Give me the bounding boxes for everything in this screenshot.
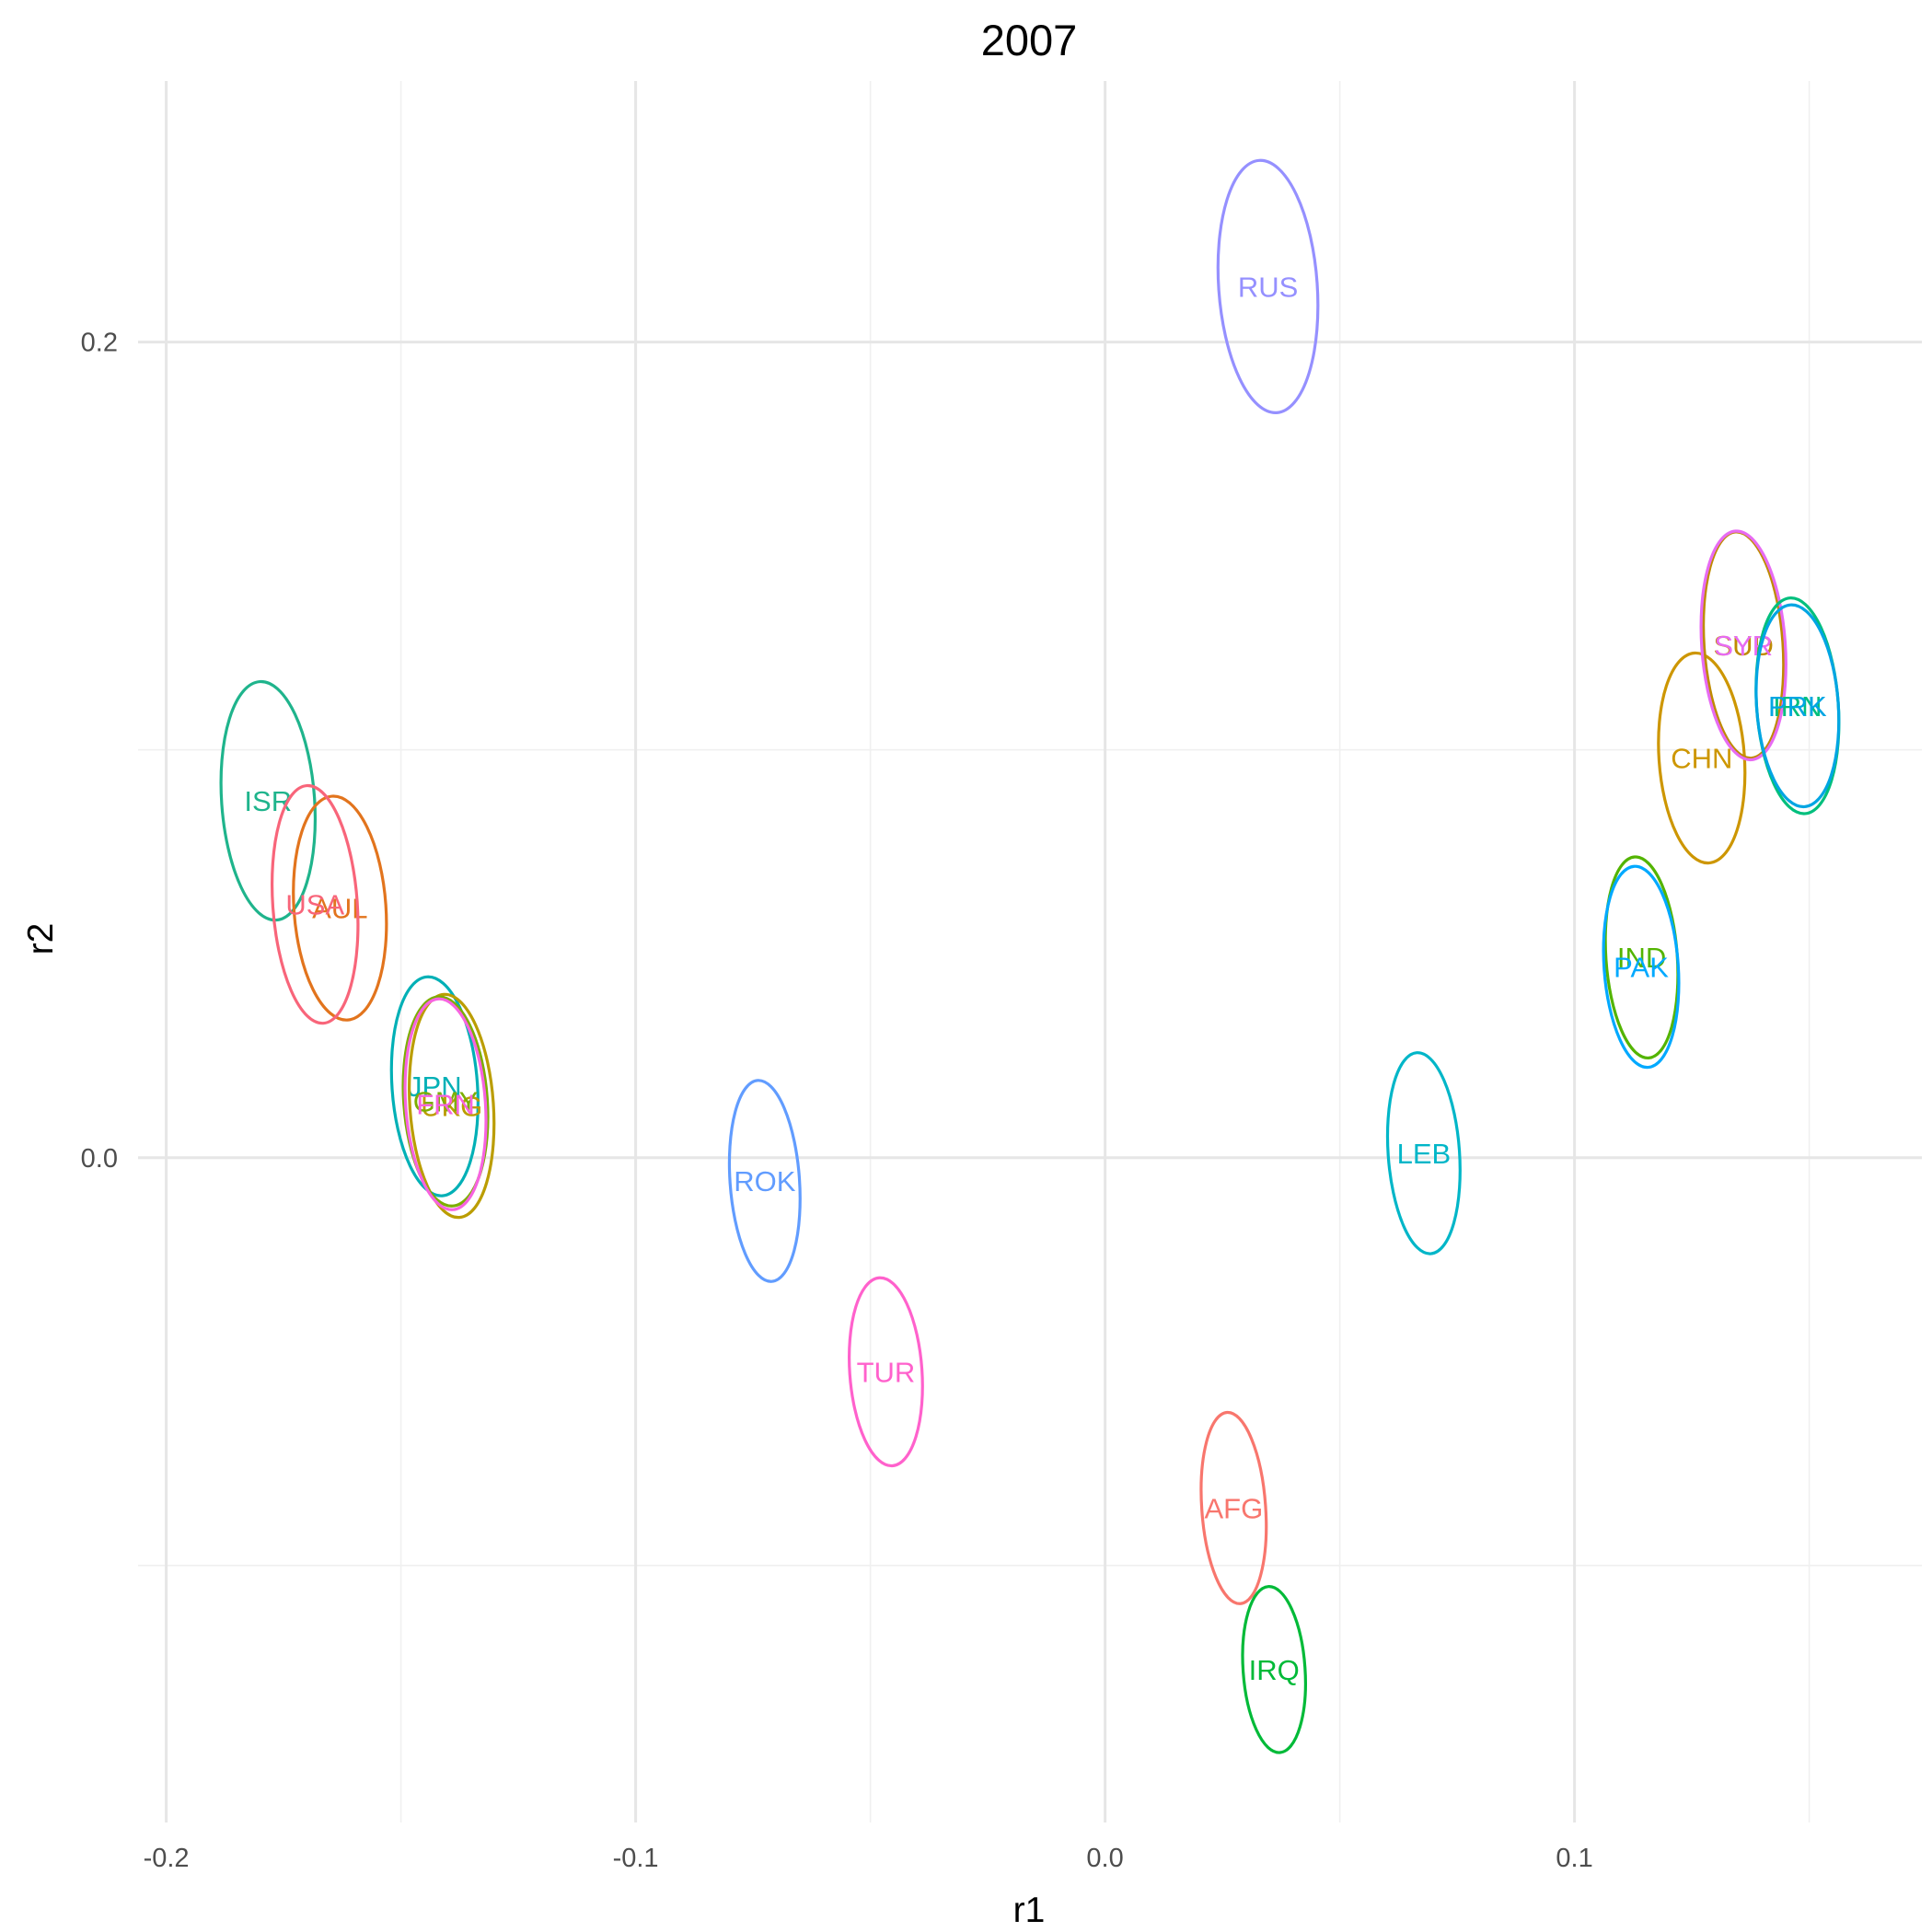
point-label: JPN xyxy=(408,1070,462,1103)
x-tick-label: -0.1 xyxy=(613,1844,659,1873)
confidence-ellipse xyxy=(1216,158,1320,414)
point-label: IRN xyxy=(1773,690,1822,723)
point-prk: PRK xyxy=(1754,603,1841,809)
point-ukg: UKG xyxy=(408,992,496,1220)
point-label: USA xyxy=(285,889,344,921)
confidence-ellipse xyxy=(403,997,488,1211)
point-chn: CHN xyxy=(1657,651,1747,865)
confidence-ellipse xyxy=(1754,603,1841,809)
chart-title: 2007 xyxy=(981,16,1078,64)
y-axis-ticks: 0.2 0.0 xyxy=(81,329,118,1174)
confidence-ellipse xyxy=(1602,864,1681,1070)
point-label: CHN xyxy=(1671,743,1732,775)
x-tick-label: 0.1 xyxy=(1556,1844,1592,1873)
confidence-ellipse xyxy=(848,1276,924,1468)
point-afg: AFG xyxy=(1199,1410,1268,1605)
confidence-ellipse xyxy=(408,992,496,1220)
y-tick-label: 0.0 xyxy=(81,1144,118,1174)
confidence-ellipse xyxy=(1657,651,1747,865)
x-axis-ticks: -0.2 -0.1 0.0 0.1 xyxy=(144,1844,1593,1873)
point-label: ROK xyxy=(734,1165,796,1197)
confidence-ellipse xyxy=(1385,1051,1462,1255)
confidence-ellipse xyxy=(727,1079,802,1283)
point-label: IND xyxy=(1617,942,1666,974)
point-label: PAK xyxy=(1614,951,1669,983)
point-label: UKG xyxy=(421,1090,482,1122)
x-tick-label: 0.0 xyxy=(1086,1844,1123,1873)
confidence-ellipse xyxy=(219,679,318,922)
point-label: IRQ xyxy=(1249,1654,1300,1686)
point-label: AFG xyxy=(1204,1492,1263,1524)
confidence-ellipse xyxy=(292,794,388,1022)
confidence-ellipse xyxy=(1199,1410,1268,1605)
point-label: PRK xyxy=(1768,690,1827,723)
point-tur: TUR xyxy=(848,1276,924,1468)
point-label: TUR xyxy=(857,1356,916,1388)
point-label: LEB xyxy=(1397,1138,1452,1170)
point-label: GMY xyxy=(413,1086,479,1118)
y-axis-title: r2 xyxy=(21,923,61,955)
point-irq: IRQ xyxy=(1241,1585,1307,1754)
point-pak: PAK xyxy=(1602,864,1681,1070)
confidence-ellipse xyxy=(389,975,480,1197)
point-jpn: JPN xyxy=(389,975,480,1197)
confidence-ellipse xyxy=(401,995,490,1208)
x-axis-title: r1 xyxy=(1013,1891,1046,1930)
point-label: RUS xyxy=(1238,271,1298,303)
x-tick-label: -0.2 xyxy=(144,1844,190,1873)
point-rus: RUS xyxy=(1216,158,1320,414)
point-leb: LEB xyxy=(1385,1051,1462,1255)
grid-lines xyxy=(138,81,1922,1822)
point-gmy: GMY xyxy=(401,995,490,1208)
point-label: FRN xyxy=(416,1089,475,1121)
confidence-ellipse xyxy=(1699,529,1787,762)
point-usa: USA xyxy=(271,783,360,1025)
data-marks: RUSISRAULUSAJPNUKGGMYFRNROKTURAFGIRQLEBI… xyxy=(219,158,1841,1754)
point-rok: ROK xyxy=(727,1079,802,1283)
point-label: ISR xyxy=(244,785,292,817)
confidence-ellipse xyxy=(1241,1585,1307,1754)
point-frn: FRN xyxy=(403,997,488,1211)
y-tick-label: 0.2 xyxy=(81,329,118,358)
confidence-ellipse xyxy=(271,783,360,1025)
